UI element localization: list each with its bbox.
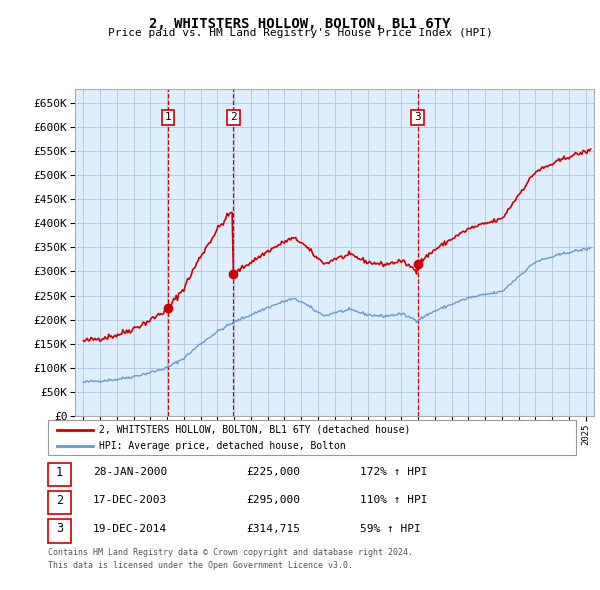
Text: 110% ↑ HPI: 110% ↑ HPI bbox=[360, 496, 427, 505]
Text: 3: 3 bbox=[56, 522, 63, 535]
Text: This data is licensed under the Open Government Licence v3.0.: This data is licensed under the Open Gov… bbox=[48, 560, 353, 569]
Text: 1: 1 bbox=[165, 112, 172, 122]
Text: 28-JAN-2000: 28-JAN-2000 bbox=[93, 467, 167, 477]
Text: £295,000: £295,000 bbox=[246, 496, 300, 505]
Text: HPI: Average price, detached house, Bolton: HPI: Average price, detached house, Bolt… bbox=[99, 441, 346, 451]
Text: £225,000: £225,000 bbox=[246, 467, 300, 477]
Text: 3: 3 bbox=[414, 112, 421, 122]
Text: 19-DEC-2014: 19-DEC-2014 bbox=[93, 524, 167, 533]
Text: 2: 2 bbox=[56, 494, 63, 507]
Text: Price paid vs. HM Land Registry's House Price Index (HPI): Price paid vs. HM Land Registry's House … bbox=[107, 28, 493, 38]
Text: 2: 2 bbox=[230, 112, 237, 122]
Text: 1: 1 bbox=[56, 466, 63, 478]
Text: 172% ↑ HPI: 172% ↑ HPI bbox=[360, 467, 427, 477]
Text: Contains HM Land Registry data © Crown copyright and database right 2024.: Contains HM Land Registry data © Crown c… bbox=[48, 548, 413, 556]
Text: 2, WHITSTERS HOLLOW, BOLTON, BL1 6TY (detached house): 2, WHITSTERS HOLLOW, BOLTON, BL1 6TY (de… bbox=[99, 425, 410, 435]
Text: 59% ↑ HPI: 59% ↑ HPI bbox=[360, 524, 421, 533]
Text: £314,715: £314,715 bbox=[246, 524, 300, 533]
Text: 17-DEC-2003: 17-DEC-2003 bbox=[93, 496, 167, 505]
Text: 2, WHITSTERS HOLLOW, BOLTON, BL1 6TY: 2, WHITSTERS HOLLOW, BOLTON, BL1 6TY bbox=[149, 17, 451, 31]
